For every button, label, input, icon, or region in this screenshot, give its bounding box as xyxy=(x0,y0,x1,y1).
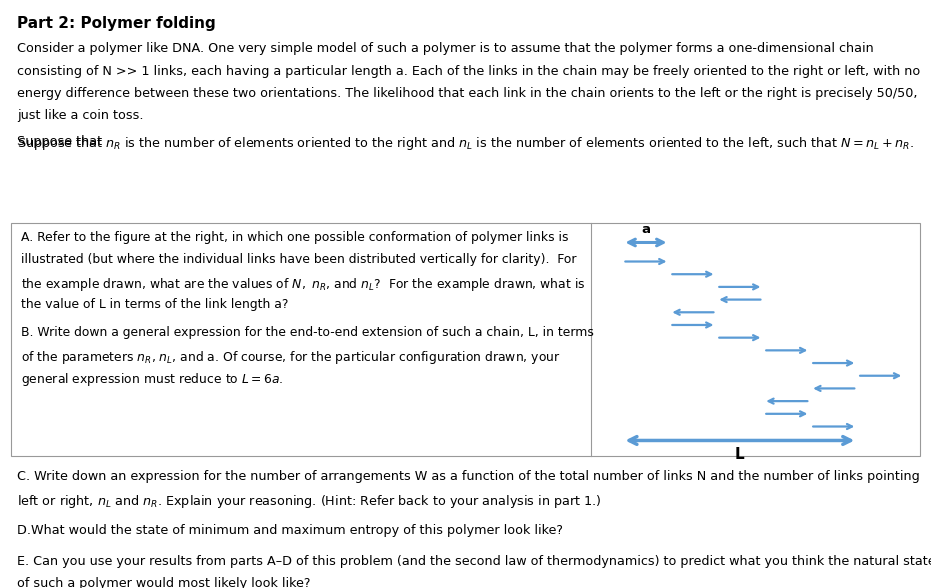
Text: consisting of N >> 1 links, each having a particular length a. Each of the links: consisting of N >> 1 links, each having … xyxy=(17,65,920,78)
Text: general expression must reduce to $L = 6a$.: general expression must reduce to $L = 6… xyxy=(21,371,284,388)
Text: illustrated (but where the individual links have been distributed vertically for: illustrated (but where the individual li… xyxy=(21,253,577,266)
Text: Suppose that $n_R$ is the number of elements oriented to the right and $n_L$ is : Suppose that $n_R$ is the number of elem… xyxy=(17,135,914,152)
Text: just like a coin toss.: just like a coin toss. xyxy=(17,109,143,122)
Text: of the parameters $n_R$, $n_L$, and a. Of course, for the particular configurati: of the parameters $n_R$, $n_L$, and a. O… xyxy=(21,349,561,366)
Text: left or right, $n_L$ and $n_R$. Explain your reasoning. (Hint: Refer back to you: left or right, $n_L$ and $n_R$. Explain … xyxy=(17,493,601,510)
Text: L: L xyxy=(735,447,745,462)
Text: A. Refer to the figure at the right, in which one possible conformation of polym: A. Refer to the figure at the right, in … xyxy=(21,231,569,244)
Text: D.What would the state of minimum and maximum entropy of this polymer look like?: D.What would the state of minimum and ma… xyxy=(17,524,562,537)
Text: energy difference between these two orientations. The likelihood that each link : energy difference between these two orie… xyxy=(17,87,917,100)
Text: Suppose that: Suppose that xyxy=(17,135,106,148)
Bar xyxy=(11,223,920,456)
Text: Consider a polymer like DNA. One very simple model of such a polymer is to assum: Consider a polymer like DNA. One very si… xyxy=(17,42,873,55)
Text: E. Can you use your results from parts A–D of this problem (and the second law o: E. Can you use your results from parts A… xyxy=(17,555,931,568)
Text: of such a polymer would most likely look like?: of such a polymer would most likely look… xyxy=(17,577,310,588)
Text: B. Write down a general expression for the end-to-end extension of such a chain,: B. Write down a general expression for t… xyxy=(21,326,594,339)
Text: a: a xyxy=(641,223,651,236)
Text: the value of L in terms of the link length a?: the value of L in terms of the link leng… xyxy=(21,298,289,311)
Text: Part 2: Polymer folding: Part 2: Polymer folding xyxy=(17,16,215,32)
Text: C. Write down an expression for the number of arrangements W as a function of th: C. Write down an expression for the numb… xyxy=(17,470,920,483)
Text: the example drawn, what are the values of $N,$ $n_R$, and $n_L$?  For the exampl: the example drawn, what are the values o… xyxy=(21,276,586,293)
